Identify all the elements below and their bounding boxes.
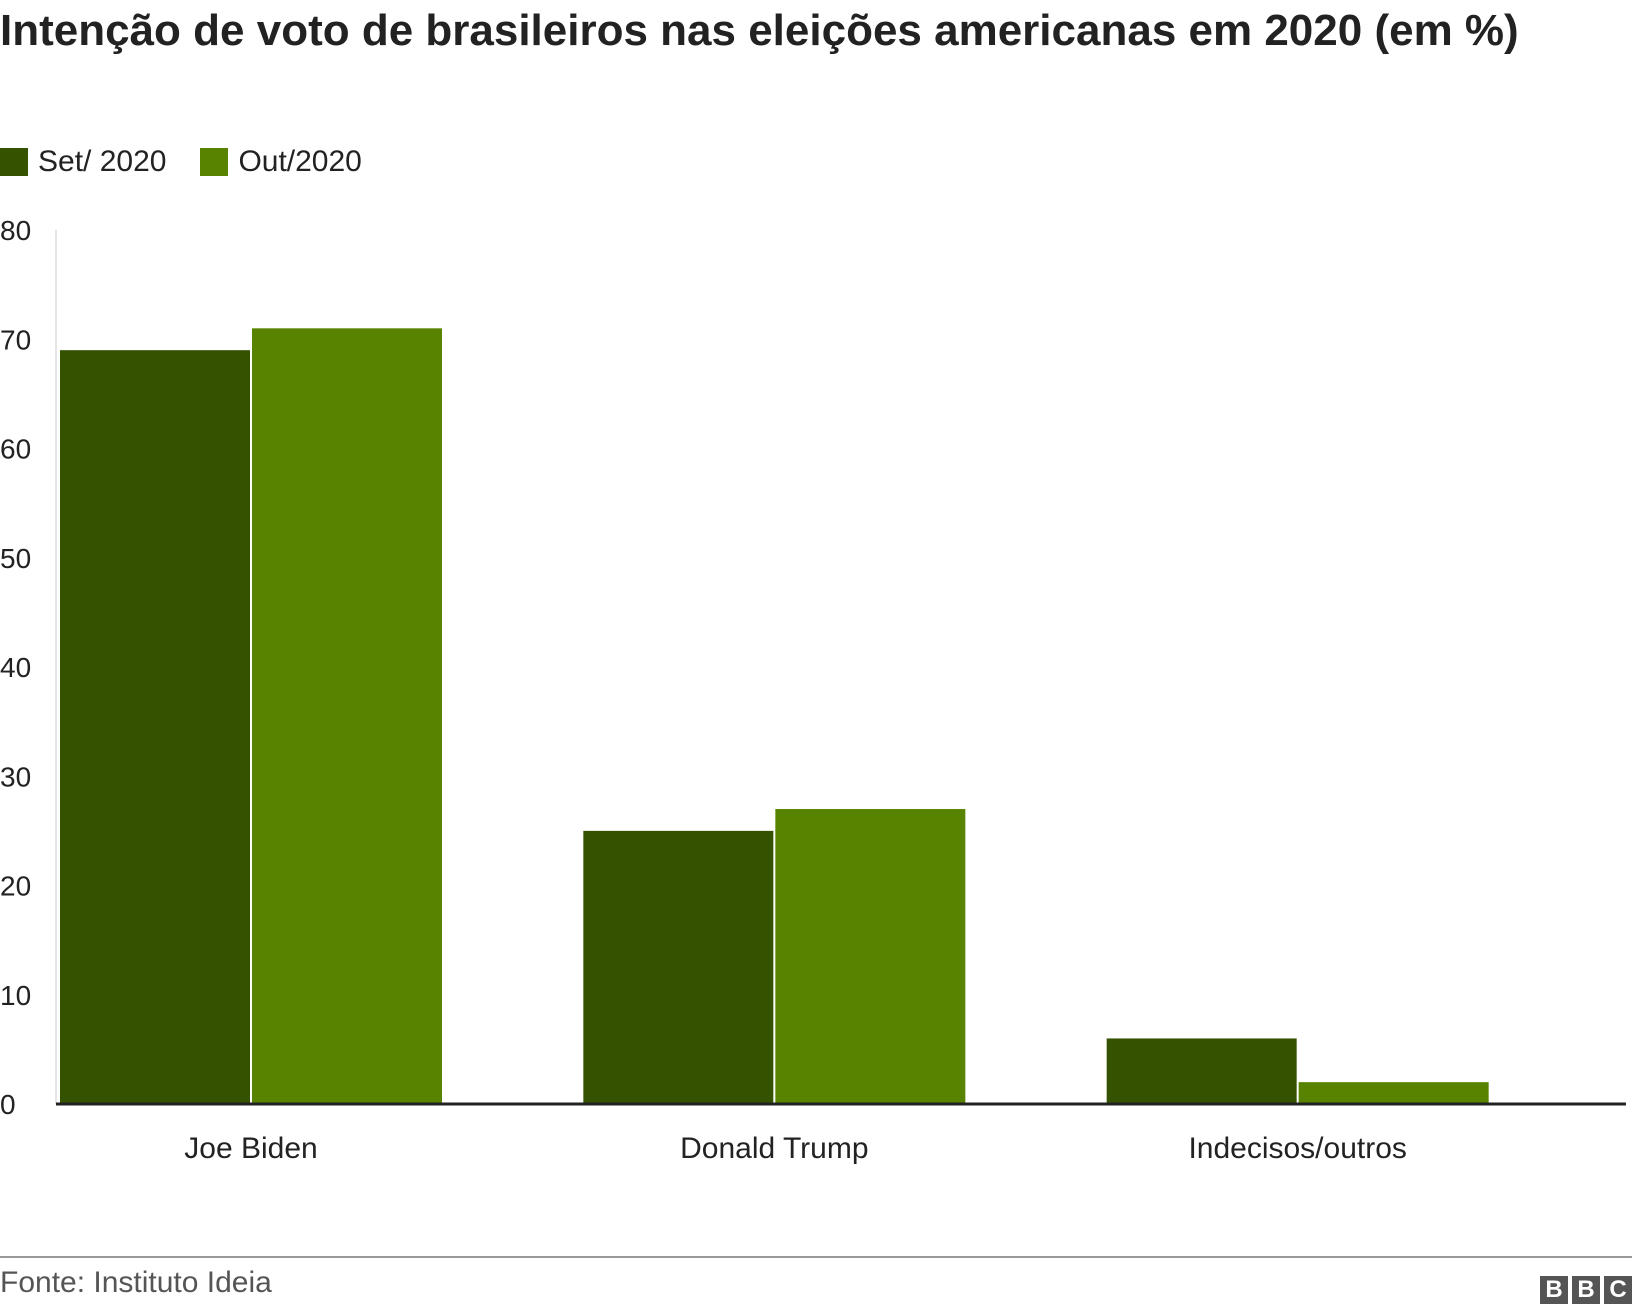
chart-title: Intenção de voto de brasileiros nas elei… xyxy=(0,6,1519,55)
bar-set-2020 xyxy=(1106,1038,1297,1104)
y-tick-label: 80 xyxy=(0,215,31,246)
legend-label-out-2020: Out/2020 xyxy=(238,145,362,178)
y-tick-label: 60 xyxy=(0,434,31,465)
bbc-logo-letter: C xyxy=(1604,1276,1632,1304)
x-category-label: Indecisos/outros xyxy=(1188,1132,1406,1165)
legend-label-set-2020: Set/ 2020 xyxy=(38,145,167,178)
bbc-logo: B B C xyxy=(1536,1276,1632,1304)
x-category-label: Joe Biden xyxy=(184,1132,317,1165)
source-note: Fonte: Instituto Ideia xyxy=(0,1266,272,1299)
y-tick-label: 10 xyxy=(0,980,31,1011)
bar-out-2020 xyxy=(1298,1082,1489,1104)
bar-out-2020 xyxy=(252,328,442,1104)
legend-swatch-set-2020 xyxy=(0,148,28,176)
x-category-label: Donald Trump xyxy=(680,1132,868,1165)
bbc-logo-letter: B xyxy=(1540,1276,1568,1304)
y-tick-label: 40 xyxy=(0,652,31,683)
bar-out-2020 xyxy=(775,809,966,1104)
legend-item-out-2020: Out/2020 xyxy=(200,145,362,179)
y-tick-label: 70 xyxy=(0,324,31,355)
chart-legend: Set/ 2020 Out/2020 xyxy=(0,145,396,179)
legend-swatch-out-2020 xyxy=(200,148,229,176)
bar-set-2020 xyxy=(583,830,774,1104)
legend-item-set-2020: Set/ 2020 xyxy=(0,145,166,179)
bar-set-2020 xyxy=(60,350,250,1104)
y-tick-label: 0 xyxy=(0,1089,16,1120)
bbc-logo-letter: B xyxy=(1572,1276,1600,1304)
y-tick-label: 20 xyxy=(0,871,31,902)
y-tick-label: 50 xyxy=(0,543,31,574)
y-tick-label: 30 xyxy=(0,761,31,792)
footer-divider xyxy=(0,1256,1632,1258)
bar-chart: 0 10 20 30 40 50 60 70 80 Joe Biden Donald Trump In… xyxy=(0,215,1626,1165)
